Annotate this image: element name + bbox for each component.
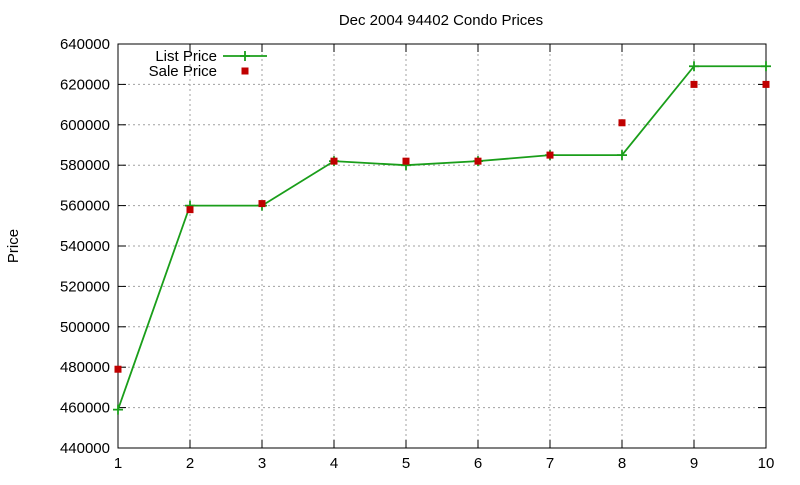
x-tick-label: 8: [618, 455, 626, 472]
x-tick-label: 10: [758, 455, 775, 472]
x-tick-label: 5: [402, 455, 410, 472]
point-sale-price: [186, 206, 194, 214]
y-tick-label: 520000: [60, 278, 110, 295]
tick-labels: 4400004600004800005000005200005400005600…: [60, 36, 774, 472]
legend-marker-sale-price: [241, 67, 249, 75]
legend-label-list-price: List Price: [155, 48, 217, 65]
y-tick-label: 560000: [60, 198, 110, 215]
x-tick-label: 3: [258, 455, 266, 472]
legend: List Price Sale Price: [149, 48, 267, 80]
point-sale-price: [474, 157, 482, 165]
point-list-price: [761, 61, 771, 72]
legend-marker-list-price: [240, 51, 250, 61]
point-list-price: [113, 404, 123, 415]
point-list-price: [689, 61, 699, 72]
point-sale-price: [546, 151, 554, 159]
x-tick-label: 7: [546, 455, 554, 472]
point-sale-price: [618, 119, 626, 127]
series-sale-price: [114, 80, 770, 373]
point-sale-price: [402, 157, 410, 165]
y-tick-label: 460000: [60, 400, 110, 417]
x-tick-label: 6: [474, 455, 482, 472]
x-tick-label: 9: [690, 455, 698, 472]
grid: [118, 44, 766, 448]
y-tick-label: 620000: [60, 76, 110, 93]
series-list-price: [113, 61, 771, 415]
chart-title: Dec 2004 94402 Condo Prices: [339, 12, 543, 29]
point-sale-price: [330, 157, 338, 165]
y-tick-label: 440000: [60, 440, 110, 457]
y-tick-label: 480000: [60, 359, 110, 376]
x-tick-label: 1: [114, 455, 122, 472]
y-tick-label: 640000: [60, 36, 110, 53]
point-list-price: [617, 150, 627, 161]
y-tick-label: 540000: [60, 238, 110, 255]
series-layer: [113, 61, 771, 415]
point-sale-price: [258, 200, 266, 208]
series-line-list-price: [117, 65, 766, 410]
y-tick-label: 500000: [60, 319, 110, 336]
y-tick-label: 600000: [60, 117, 110, 134]
x-tick-label: 2: [186, 455, 194, 472]
legend-label-sale-price: Sale Price: [149, 63, 217, 80]
x-tick-label: 4: [330, 455, 338, 472]
point-sale-price: [690, 80, 698, 88]
point-sale-price: [762, 80, 770, 88]
y-tick-label: 580000: [60, 157, 110, 174]
point-sale-price: [114, 365, 122, 373]
y-axis-label: Price: [5, 229, 22, 263]
